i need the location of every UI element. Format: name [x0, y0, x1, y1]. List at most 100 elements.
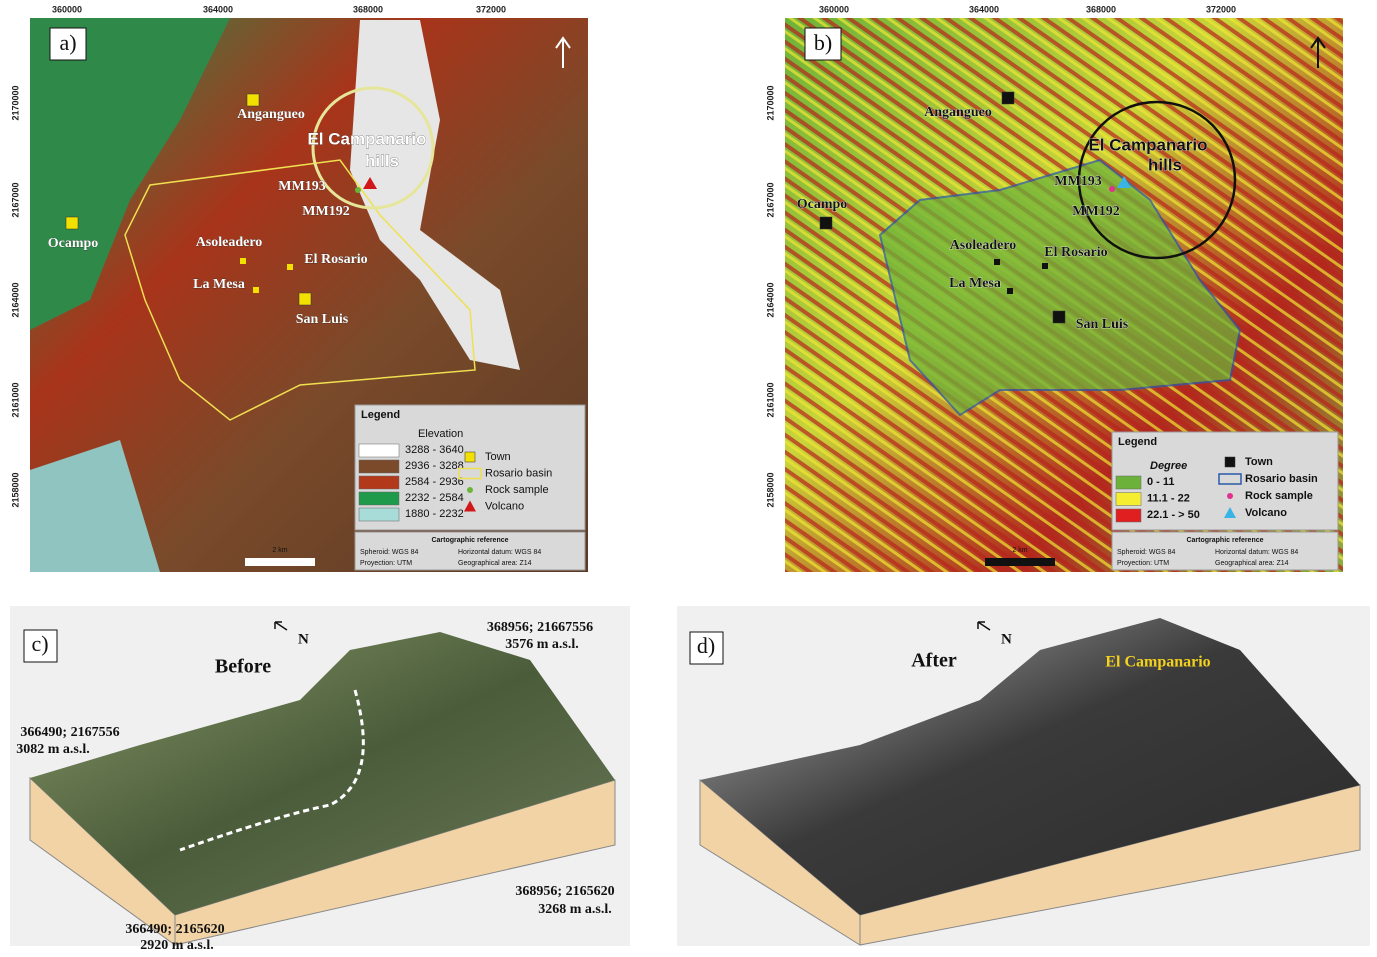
- reference-text: Geographical area: Z14: [458, 560, 532, 567]
- place-label: Angangueo: [237, 107, 305, 122]
- reference-text: Geographical area: Z14: [1215, 560, 1289, 567]
- reference-text: Horizontal datum: WGS 84: [1215, 549, 1298, 556]
- legend-label: Rosario basin: [485, 467, 552, 479]
- town-marker: [66, 217, 78, 229]
- legend-swatch: [1116, 476, 1141, 489]
- coordinate-label: 366490; 2167556: [20, 725, 119, 740]
- legend-label: Town: [485, 451, 511, 463]
- legend-label: 3288 - 3640: [405, 444, 464, 456]
- y-tick-label: 2170000: [10, 85, 20, 120]
- legend-label: 1880 - 2232: [405, 508, 464, 520]
- legend-label: Volcano: [485, 500, 524, 512]
- y-tick-label: 2167000: [765, 182, 775, 217]
- legend-label: 22.1 - > 50: [1147, 509, 1200, 521]
- village-marker: [253, 287, 259, 293]
- elevation-label: 3082 m a.s.l.: [16, 742, 90, 757]
- scale-label: 2 km: [272, 547, 287, 554]
- panel-label: b): [814, 30, 832, 55]
- town-marker: [820, 217, 832, 229]
- legend-swatch: [359, 444, 399, 457]
- coordinate-label: 366490; 2165620: [125, 922, 224, 937]
- coordinate-label: 368956; 2165620: [515, 884, 614, 899]
- place-label: El Rosario: [304, 252, 367, 267]
- y-tick-label: 2164000: [765, 282, 775, 317]
- y-tick-label: 2158000: [10, 472, 20, 507]
- x-tick-label: 364000: [203, 4, 233, 14]
- legend-swatch: [1116, 509, 1141, 522]
- village-marker: [240, 258, 246, 264]
- place-label: MM193: [1054, 174, 1101, 189]
- legend-label: Rock sample: [485, 484, 549, 496]
- panel-label: c): [31, 631, 48, 656]
- scale-bar: [245, 558, 315, 566]
- legend-swatch: [359, 508, 399, 521]
- town-marker: [1053, 311, 1065, 323]
- legend-subtitle: Degree: [1150, 460, 1187, 472]
- village-marker: [994, 259, 1000, 265]
- legend-swatch: [359, 460, 399, 473]
- x-tick-label: 364000: [969, 4, 999, 14]
- panel-label: a): [59, 30, 76, 55]
- reference-text: Spheroid: WGS 84: [1117, 549, 1175, 556]
- legend-label: Rock sample: [1245, 490, 1313, 502]
- elevation-label: 3268 m a.s.l.: [538, 902, 612, 917]
- x-tick-label: 360000: [52, 4, 82, 14]
- x-tick-label: 372000: [476, 4, 506, 14]
- place-label: Asoleadero: [950, 238, 1017, 253]
- town-marker: [247, 94, 259, 106]
- x-tick-label: 372000: [1206, 4, 1236, 14]
- elevation-label: 2920 m a.s.l.: [140, 938, 214, 952]
- north-label: N: [1001, 631, 1012, 647]
- place-label: MM193: [278, 179, 325, 194]
- legend-swatch: [359, 476, 399, 489]
- elevation-label: 3576 m a.s.l.: [505, 637, 579, 652]
- legend-label: 2232 - 2584: [405, 492, 464, 504]
- x-tick-label: 368000: [1086, 4, 1116, 14]
- reference-text: Proyection: UTM: [1117, 560, 1169, 567]
- place-label: Angangueo: [924, 105, 992, 120]
- figure: 360000 364000 368000 372000 2170000 2167000 21…: [0, 0, 1377, 952]
- panel-title: After: [911, 650, 957, 672]
- legend-label: 0 - 11: [1147, 476, 1175, 488]
- place-label: Ocampo: [797, 197, 848, 212]
- panel-label: d): [697, 633, 715, 658]
- legend-label: Volcano: [1245, 507, 1287, 519]
- scale-label: 2 km: [1012, 547, 1027, 554]
- village-marker: [287, 264, 293, 270]
- y-tick-label: 2158000: [765, 472, 775, 507]
- place-label: El Campanario: [1105, 654, 1210, 671]
- legend-label: 11.1 - 22: [1147, 492, 1190, 504]
- place-label: Ocampo: [48, 236, 99, 251]
- legend-swatch: [359, 492, 399, 505]
- legend-title: Legend: [1118, 436, 1157, 448]
- village-marker: [1042, 263, 1048, 269]
- town-marker: [299, 293, 311, 305]
- y-tick-label: 2170000: [765, 85, 775, 120]
- legend-symbol: [465, 452, 475, 462]
- reference-title: Cartographic reference: [431, 537, 508, 544]
- place-label: El Campanario: [1088, 135, 1207, 154]
- town-marker: [1002, 92, 1014, 104]
- legend-label: Rosario basin: [1245, 473, 1318, 485]
- reference-text: Horizontal datum: WGS 84: [458, 549, 541, 556]
- place-label: El Campanario: [307, 129, 426, 148]
- legend-label: Town: [1245, 456, 1273, 468]
- place-label: hills: [365, 151, 399, 170]
- place-label: hills: [1148, 155, 1182, 174]
- panel-title: Before: [215, 656, 271, 678]
- place-label: El Rosario: [1044, 245, 1107, 260]
- y-tick-label: 2167000: [10, 182, 20, 217]
- place-label: La Mesa: [949, 276, 1001, 291]
- place-label: San Luis: [1076, 317, 1129, 332]
- legend-label: 2936 - 3288: [405, 460, 464, 472]
- village-marker: [1007, 288, 1013, 294]
- legend-symbol: [1227, 493, 1233, 499]
- coordinate-label: 368956; 21667556: [487, 620, 593, 635]
- x-tick-label: 368000: [353, 4, 383, 14]
- reference-title: Cartographic reference: [1186, 537, 1263, 544]
- legend-symbol: [467, 487, 473, 493]
- place-label: La Mesa: [193, 277, 245, 292]
- place-label: San Luis: [296, 312, 349, 327]
- reference-text: Proyection: UTM: [360, 560, 412, 567]
- place-label: MM192: [302, 204, 349, 219]
